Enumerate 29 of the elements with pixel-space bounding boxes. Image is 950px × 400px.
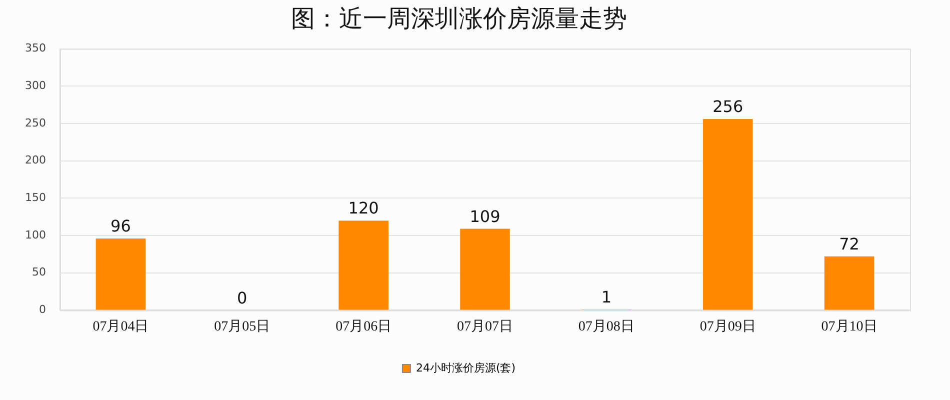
- data-label: 109: [470, 206, 500, 226]
- data-label: 256: [712, 97, 744, 116]
- y-tick-label: 0: [39, 303, 46, 316]
- data-label: 1: [601, 288, 612, 307]
- x-tick-label: 07月04日: [92, 319, 149, 334]
- x-tick-label: 07月08日: [578, 319, 634, 334]
- y-tick-label: 50: [32, 266, 46, 279]
- bar: [460, 228, 510, 310]
- y-tick-label: 350: [25, 42, 46, 55]
- legend-label: 24小时涨价房源(套): [416, 361, 516, 374]
- data-label: 120: [348, 198, 379, 218]
- bar: [824, 256, 874, 310]
- y-tick-label: 300: [25, 79, 46, 92]
- x-tick-label: 07月05日: [214, 319, 270, 334]
- x-tick-label: 07月09日: [700, 319, 756, 334]
- y-tick-label: 150: [25, 191, 46, 204]
- x-tick-label: 07月06日: [336, 319, 392, 334]
- bar: [338, 220, 388, 310]
- y-tick-label: 200: [25, 154, 46, 167]
- x-tick-label: 07月10日: [821, 319, 878, 334]
- bar: [702, 119, 753, 310]
- data-label: 96: [110, 216, 131, 236]
- y-tick-label: 100: [25, 228, 46, 242]
- data-label: 72: [839, 234, 860, 254]
- data-label: 0: [237, 288, 248, 308]
- x-tick-label: 07月07日: [457, 319, 513, 334]
- y-tick-label: 250: [25, 116, 46, 130]
- chart-title: 图：近一周深圳涨价房源量走势: [291, 4, 627, 33]
- bar: [96, 238, 146, 310]
